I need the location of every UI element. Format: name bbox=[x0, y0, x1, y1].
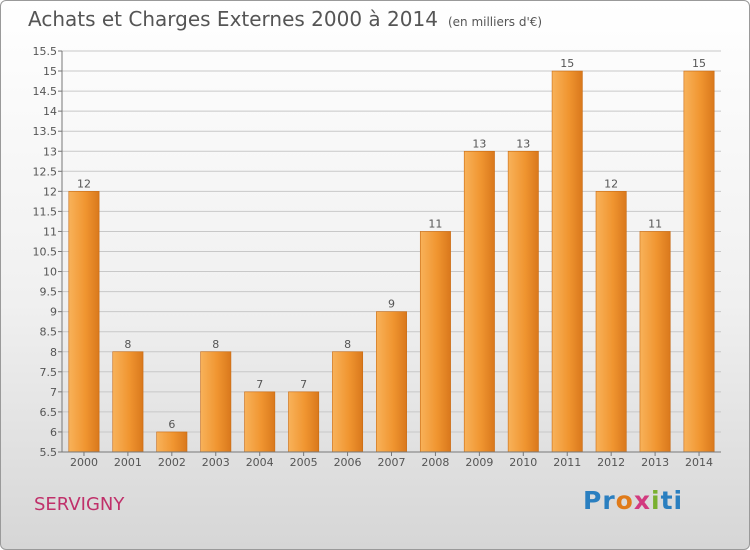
y-tick-label: 8 bbox=[50, 346, 57, 359]
bar-value-label: 15 bbox=[692, 57, 706, 70]
chart-title: Achats et Charges Externes 2000 à 2014 bbox=[28, 7, 438, 31]
bar bbox=[332, 351, 364, 453]
y-tick-label: 8.5 bbox=[40, 326, 58, 339]
bar-value-label: 15 bbox=[560, 57, 574, 70]
x-tick-label: 2004 bbox=[246, 456, 274, 469]
proxiti-logo: Proxiti bbox=[583, 486, 683, 515]
bar bbox=[639, 231, 671, 453]
logo-part-3: x bbox=[633, 486, 651, 515]
bar-value-label: 12 bbox=[604, 177, 618, 190]
x-tick-label: 2010 bbox=[509, 456, 537, 469]
bar bbox=[419, 231, 451, 453]
x-tick-label: 2009 bbox=[465, 456, 493, 469]
bar-value-label: 7 bbox=[300, 378, 307, 391]
bar-value-label: 9 bbox=[388, 298, 395, 311]
bar bbox=[288, 391, 320, 453]
bar bbox=[200, 351, 232, 453]
y-tick-label: 5.5 bbox=[40, 446, 58, 459]
x-axis: 2000 2001 2002 2003 2004 2005 2006 2007 2008 2009… bbox=[62, 451, 721, 469]
y-tick-label: 10 bbox=[43, 266, 57, 279]
y-tick-label: 14.5 bbox=[33, 85, 58, 98]
y-tick-label: 12.5 bbox=[33, 165, 58, 178]
y-tick-label: 11 bbox=[43, 225, 57, 238]
y-tick-label: 13 bbox=[43, 145, 57, 158]
y-tick-label: 13.5 bbox=[33, 125, 58, 138]
chart-unit: (en milliers d'€) bbox=[447, 15, 543, 29]
y-tick-label: 15 bbox=[43, 65, 57, 78]
bar bbox=[507, 150, 539, 453]
bars: 12 8 6 8 7 7 8 9 11 13 13 15 12 11 15 bbox=[68, 57, 715, 453]
y-tick-label: 12 bbox=[43, 185, 57, 198]
bar bbox=[68, 191, 100, 453]
logo-part-1: Pr bbox=[583, 486, 616, 515]
x-tick-label: 2011 bbox=[553, 456, 581, 469]
x-tick-label: 2008 bbox=[421, 456, 449, 469]
x-tick-label: 2014 bbox=[685, 456, 713, 469]
y-tick-label: 9.5 bbox=[40, 286, 58, 299]
bar-value-label: 6 bbox=[168, 418, 175, 431]
bar bbox=[683, 70, 715, 453]
bar bbox=[595, 191, 627, 453]
x-tick-label: 2013 bbox=[641, 456, 669, 469]
x-tick-label: 2012 bbox=[597, 456, 625, 469]
x-tick-label: 2002 bbox=[158, 456, 186, 469]
y-tick-label: 6.5 bbox=[40, 406, 58, 419]
x-tick-label: 2006 bbox=[334, 456, 362, 469]
y-tick-label: 11.5 bbox=[33, 205, 58, 218]
bar bbox=[112, 351, 144, 453]
bar bbox=[463, 150, 495, 453]
x-tick-label: 2001 bbox=[114, 456, 142, 469]
y-tick-label: 9 bbox=[50, 306, 57, 319]
bar-value-label: 8 bbox=[212, 338, 219, 351]
bar bbox=[376, 311, 407, 453]
x-tick-label: 2007 bbox=[378, 456, 406, 469]
x-tick-label: 2003 bbox=[202, 456, 230, 469]
y-tick-label: 7 bbox=[50, 386, 57, 399]
bar-value-label: 13 bbox=[516, 137, 530, 150]
logo-part-4: i bbox=[650, 486, 661, 515]
bar bbox=[551, 70, 583, 453]
bar-value-label: 13 bbox=[472, 137, 486, 150]
bar-value-label: 12 bbox=[77, 177, 91, 190]
y-tick-label: 7.5 bbox=[40, 366, 58, 379]
x-tick-label: 2005 bbox=[290, 456, 318, 469]
bar bbox=[156, 431, 188, 453]
y-tick-label: 15.5 bbox=[33, 45, 58, 58]
y-tick-label: 14 bbox=[43, 105, 57, 118]
logo-part-2: o bbox=[615, 486, 634, 515]
bar-value-label: 11 bbox=[648, 217, 662, 230]
logo-part-5: ti bbox=[660, 486, 684, 515]
chart-title-block: Achats et Charges Externes 2000 à 2014 (e… bbox=[28, 7, 542, 31]
bar-value-label: 11 bbox=[428, 217, 442, 230]
bar-value-label: 8 bbox=[124, 338, 131, 351]
y-axis: 5.5 6 6.5 7 7.5 8 8.5 9 9.5 10 10.5 11 11.5 12 12.5 13 1… bbox=[33, 45, 63, 459]
x-tick-label: 2000 bbox=[70, 456, 98, 469]
y-tick-label: 6 bbox=[50, 426, 57, 439]
y-tick-label: 10.5 bbox=[33, 246, 58, 259]
place-name: SERVIGNY bbox=[34, 494, 125, 515]
bar bbox=[244, 391, 276, 453]
bar-value-label: 7 bbox=[256, 378, 263, 391]
bar-value-label: 8 bbox=[344, 338, 351, 351]
